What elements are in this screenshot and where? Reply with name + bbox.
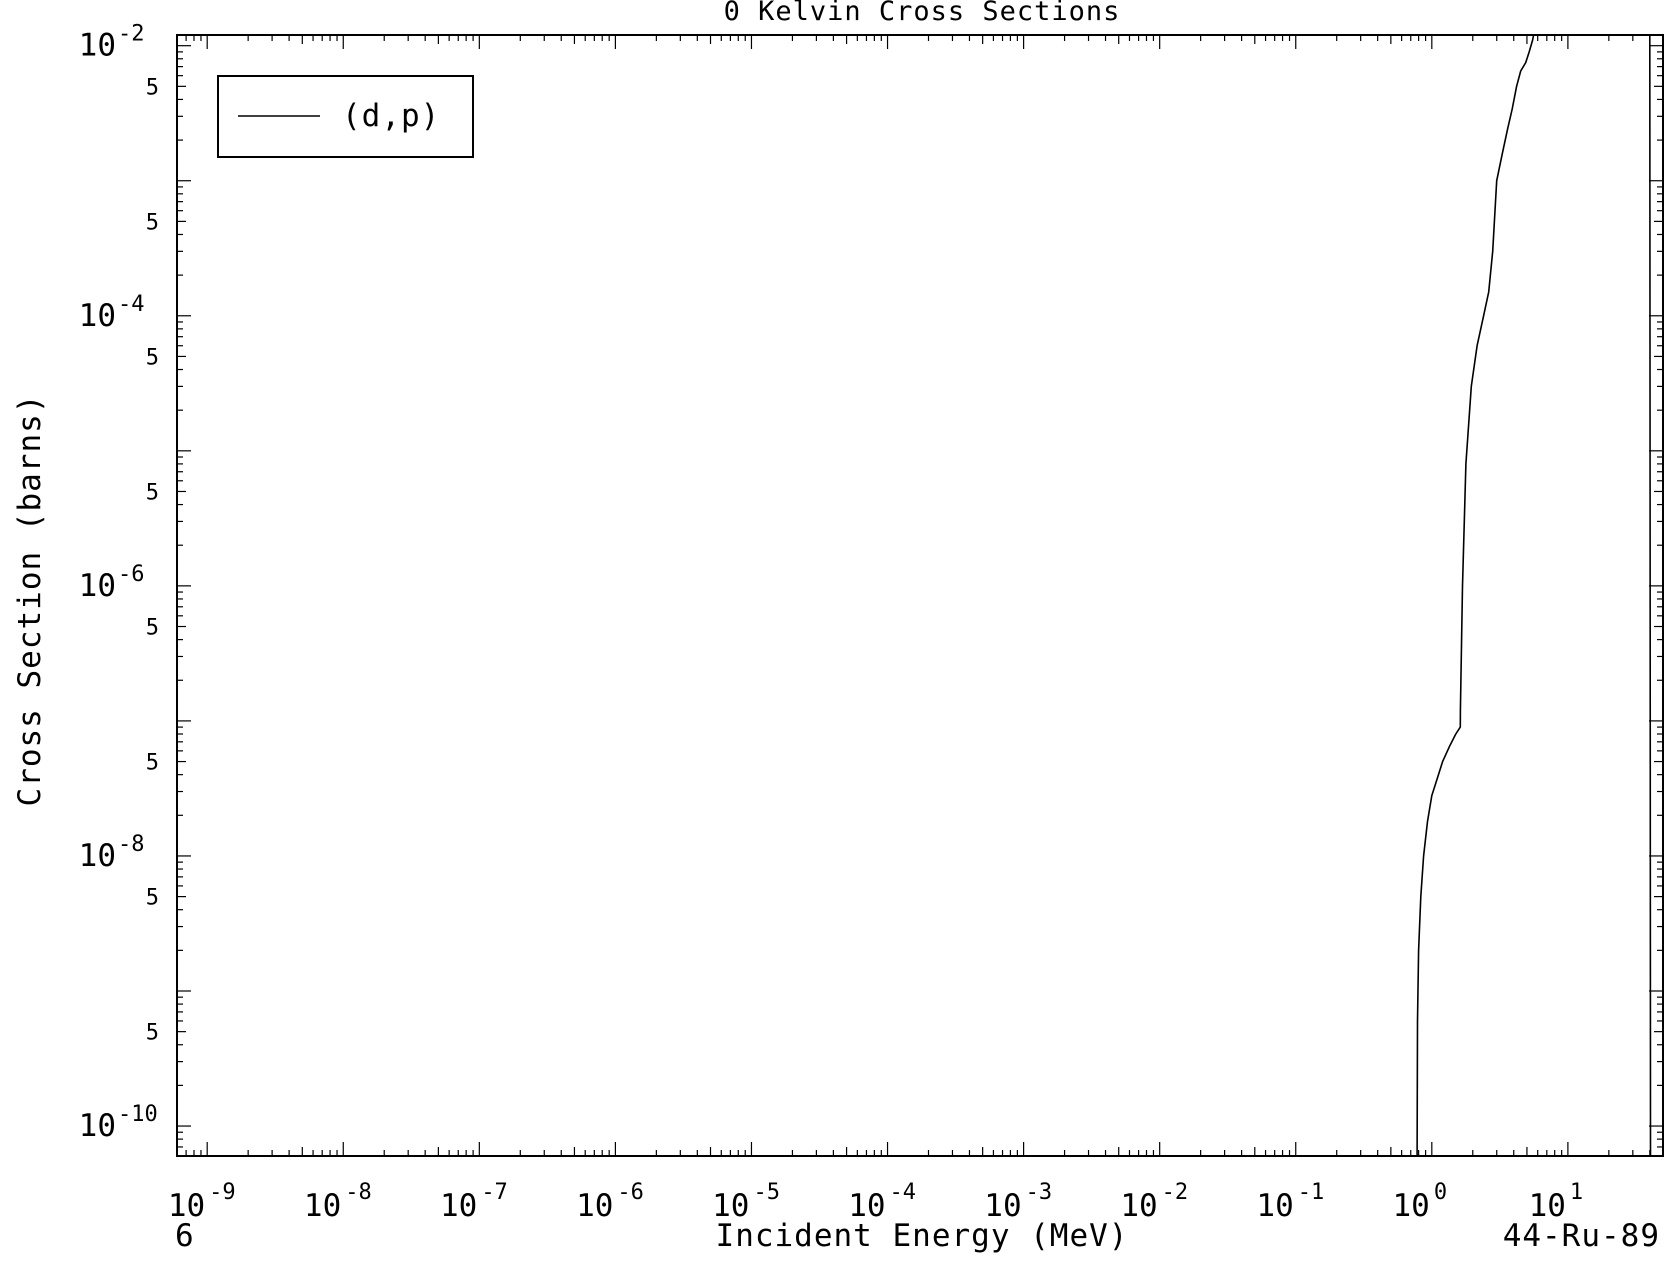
x-tick-label-base: 10 (168, 1188, 205, 1224)
x-tick-label-exponent: -9 (209, 1180, 236, 1205)
y-minor-tick-label: 5 (146, 751, 159, 776)
y-minor-tick-label: 5 (146, 886, 159, 911)
x-tick-label-base: 10 (1120, 1188, 1157, 1224)
x-tick-label-exponent: 0 (1434, 1180, 1447, 1205)
footer-right-label: 44-Ru-89 (1503, 1218, 1660, 1254)
tick-labels: 10 -9 10 -8 10 -7 10 -6 10 -5 10 -4 10 -3 10 -2 10 -1 10 0 1… (79, 22, 1583, 1224)
plot-frame (176, 34, 1664, 1157)
x-tick-label-exponent: -5 (753, 1180, 780, 1205)
x-tick-label-exponent: -6 (617, 1180, 644, 1205)
x-tick-label-base: 10 (440, 1188, 477, 1224)
x-tick-label-exponent: -2 (1162, 1180, 1189, 1205)
x-tick-label-exponent: -3 (1026, 1180, 1053, 1205)
x-tick-label-base: 10 (712, 1188, 749, 1224)
y-tick-label-exponent: -8 (118, 832, 145, 857)
x-tick-label-base: 10 (1392, 1188, 1429, 1224)
x-tick-label-base: 10 (1256, 1188, 1293, 1224)
x-tick-label-exponent: -1 (1298, 1180, 1325, 1205)
y-minor-tick-label: 5 (146, 210, 159, 235)
y-tick-label-exponent: -6 (118, 562, 145, 587)
x-tick-label-exponent: -4 (890, 1180, 917, 1205)
x-tick-label-base: 10 (848, 1188, 885, 1224)
y-minor-tick-label: 5 (146, 616, 159, 641)
y-tick-label-exponent: -2 (118, 22, 145, 47)
x-tick-label-exponent: 1 (1570, 1180, 1583, 1205)
x-axis-label: Incident Energy (MeV) (716, 1218, 1129, 1254)
y-tick-label-base: 10 (79, 838, 116, 874)
y-tick-label-base: 10 (79, 298, 116, 334)
x-tick-label-exponent: -8 (345, 1180, 372, 1205)
footer-left-label: 6 (175, 1218, 195, 1254)
y-tick-label-exponent: -10 (118, 1102, 158, 1127)
chart-title: 0 Kelvin Cross Sections (724, 0, 1121, 27)
x-tick-label-base: 10 (1529, 1188, 1566, 1224)
y-tick-label-base: 10 (79, 568, 116, 604)
y-minor-tick-label: 5 (146, 75, 159, 100)
legend: (d,p) (217, 75, 474, 158)
y-tick-label-base: 10 (79, 28, 116, 64)
x-tick-label-exponent: -7 (481, 1180, 508, 1205)
y-minor-tick-label: 5 (146, 345, 159, 370)
x-tick-label-base: 10 (984, 1188, 1021, 1224)
y-tick-label-base: 10 (79, 1108, 116, 1144)
x-tick-label-base: 10 (576, 1188, 613, 1224)
legend-entry-label: (d,p) (342, 98, 440, 134)
y-minor-tick-label: 5 (146, 480, 159, 505)
y-axis-label: Cross Section (barns) (12, 394, 48, 807)
y-minor-tick-label: 5 (146, 1021, 159, 1046)
x-tick-label-base: 10 (304, 1188, 341, 1224)
y-tick-label-exponent: -4 (118, 292, 145, 317)
